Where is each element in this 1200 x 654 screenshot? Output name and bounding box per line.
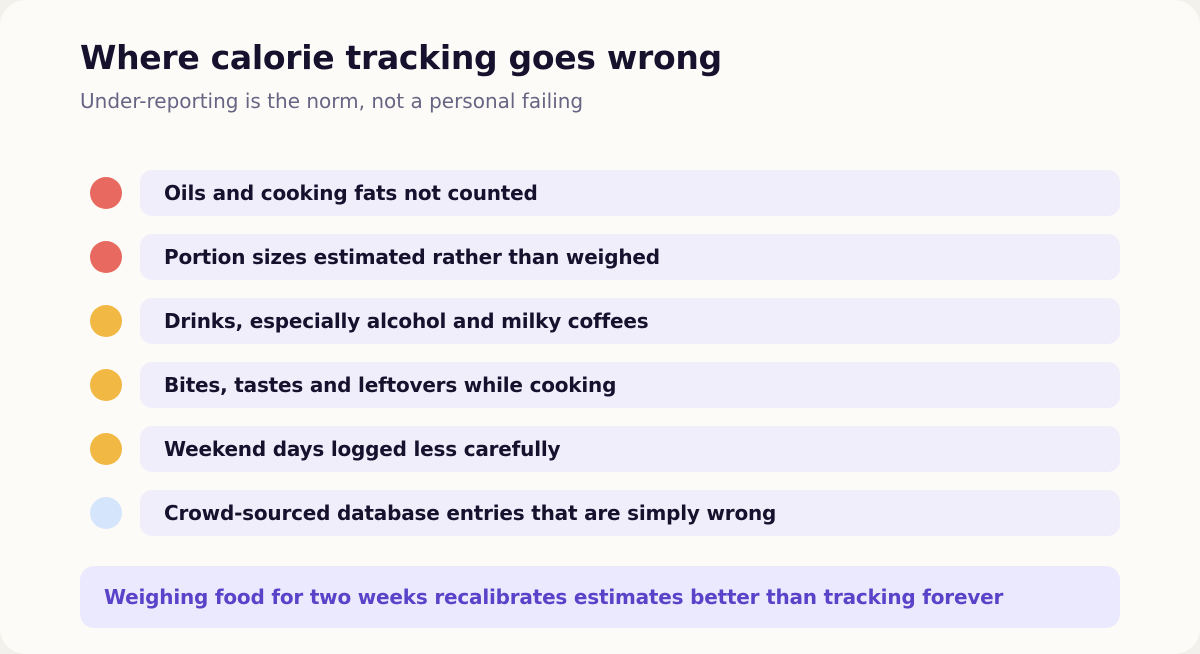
severity-dot [90, 497, 122, 529]
list-item-pill: Drinks, especially alcohol and milky cof… [140, 298, 1120, 344]
list-item-label: Weekend days logged less carefully [164, 437, 561, 461]
severity-dot [90, 177, 122, 209]
list-item-label: Drinks, especially alcohol and milky cof… [164, 309, 649, 333]
tip-callout: Weighing food for two weeks recalibrates… [80, 566, 1120, 628]
page-subtitle: Under-reporting is the norm, not a perso… [80, 89, 584, 113]
list-item: Bites, tastes and leftovers while cookin… [80, 362, 1120, 408]
list-item-pill: Bites, tastes and leftovers while cookin… [140, 362, 1120, 408]
list-item-label: Oils and cooking fats not counted [164, 181, 538, 205]
tip-callout-text: Weighing food for two weeks recalibrates… [104, 585, 1004, 609]
list-item-label: Bites, tastes and leftovers while cookin… [164, 373, 617, 397]
list-item-pill: Portion sizes estimated rather than weig… [140, 234, 1120, 280]
list-item: Portion sizes estimated rather than weig… [80, 234, 1120, 280]
list-item-pill: Crowd-sourced database entries that are … [140, 490, 1120, 536]
list-item-pill: Oils and cooking fats not counted [140, 170, 1120, 216]
list-item: Oils and cooking fats not counted [80, 170, 1120, 216]
list-item-label: Crowd-sourced database entries that are … [164, 501, 777, 525]
list-item: Drinks, especially alcohol and milky cof… [80, 298, 1120, 344]
page-title: Where calorie tracking goes wrong [80, 38, 722, 77]
severity-dot [90, 241, 122, 273]
severity-dot [90, 305, 122, 337]
list-item: Weekend days logged less carefully [80, 426, 1120, 472]
list-item: Crowd-sourced database entries that are … [80, 490, 1120, 536]
error-source-list: Oils and cooking fats not counted Portio… [80, 170, 1120, 554]
severity-dot [90, 433, 122, 465]
list-item-label: Portion sizes estimated rather than weig… [164, 245, 660, 269]
severity-dot [90, 369, 122, 401]
list-item-pill: Weekend days logged less carefully [140, 426, 1120, 472]
